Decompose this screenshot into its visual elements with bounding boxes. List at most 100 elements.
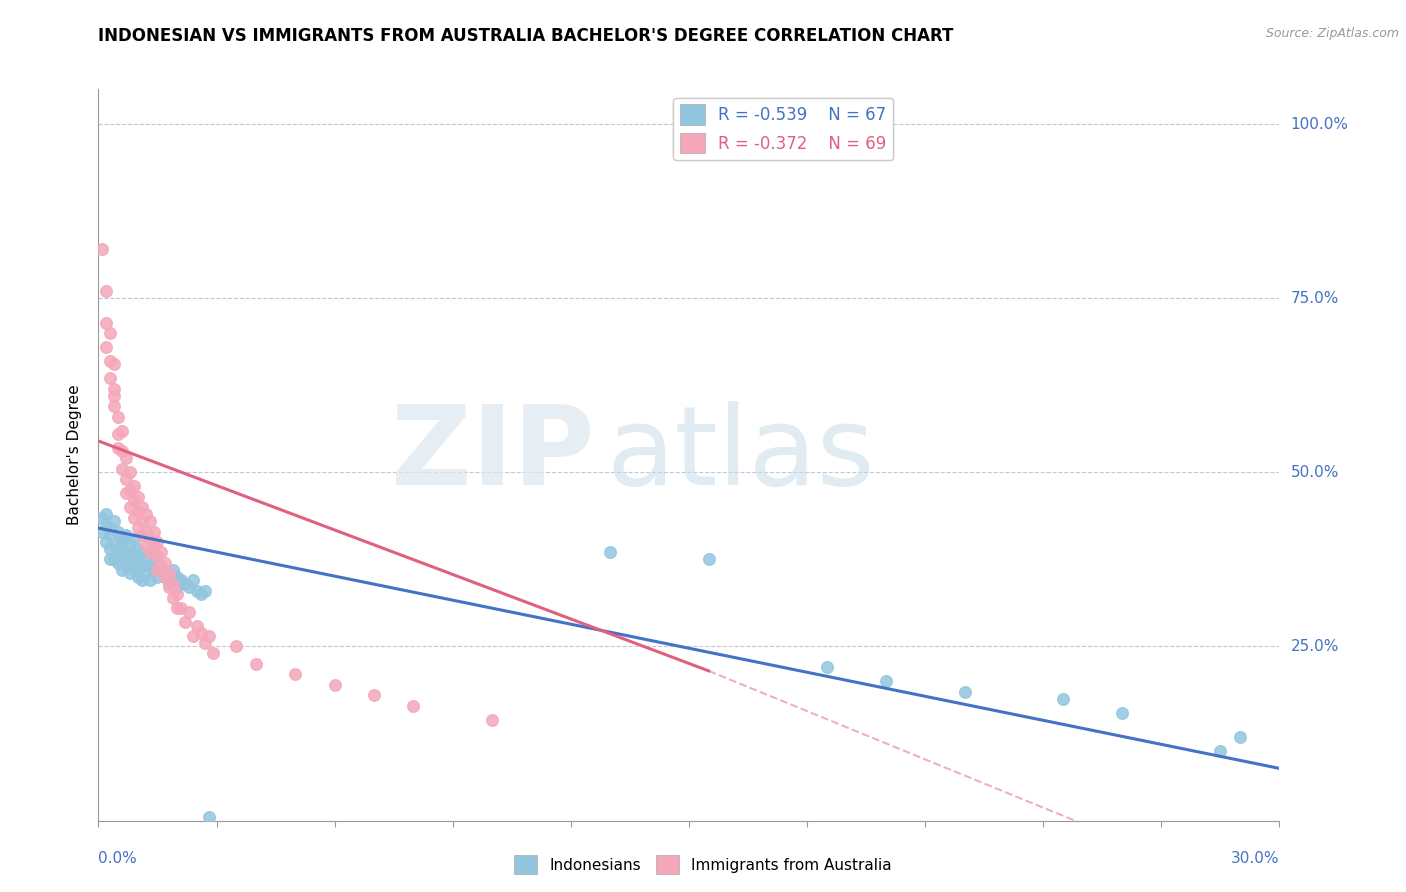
Point <box>103 382 125 396</box>
Point <box>98 326 121 340</box>
Point <box>157 580 180 594</box>
Point <box>98 354 121 368</box>
Point <box>135 552 157 566</box>
Point <box>98 541 121 556</box>
Point <box>162 591 184 605</box>
Point <box>122 493 145 508</box>
Point <box>127 521 149 535</box>
Point <box>98 371 121 385</box>
Point <box>142 524 165 539</box>
Point <box>197 629 219 643</box>
Point <box>96 507 118 521</box>
Point <box>162 576 184 591</box>
Point <box>122 549 145 563</box>
Point <box>142 539 165 553</box>
Point <box>107 427 129 442</box>
Point <box>131 500 153 515</box>
Point <box>131 559 153 574</box>
Point <box>138 559 160 574</box>
Point <box>111 462 134 476</box>
Point <box>166 601 188 615</box>
Point <box>135 566 157 581</box>
Point <box>194 583 217 598</box>
Point <box>1209 744 1232 758</box>
Legend: R = -0.539    N = 67, R = -0.372    N = 69: R = -0.539 N = 67, R = -0.372 N = 69 <box>673 97 893 160</box>
Point <box>115 528 138 542</box>
Point <box>162 563 184 577</box>
Legend: Indonesians, Immigrants from Australia: Indonesians, Immigrants from Australia <box>508 849 898 880</box>
Point <box>599 545 621 559</box>
Point <box>91 510 114 524</box>
Point <box>98 528 121 542</box>
Point <box>150 559 173 574</box>
Point <box>142 563 165 577</box>
Point <box>697 552 720 566</box>
Point <box>131 545 153 559</box>
Point <box>146 549 169 563</box>
Point <box>194 636 217 650</box>
Point <box>115 486 138 500</box>
Point <box>96 284 118 298</box>
Point <box>166 580 188 594</box>
Point <box>115 472 138 486</box>
Y-axis label: Bachelor's Degree: Bachelor's Degree <box>67 384 83 525</box>
Point <box>118 539 141 553</box>
Point <box>127 556 149 570</box>
Point <box>127 490 149 504</box>
Text: ZIP: ZIP <box>391 401 595 508</box>
Point <box>91 243 114 257</box>
Point <box>181 574 204 588</box>
Point <box>98 552 121 566</box>
Point <box>162 574 184 588</box>
Text: 0.0%: 0.0% <box>98 851 138 866</box>
Point <box>118 566 141 581</box>
Point <box>122 479 145 493</box>
Point <box>177 605 200 619</box>
Point <box>155 556 177 570</box>
Point <box>107 441 129 455</box>
Point <box>107 409 129 424</box>
Point <box>118 483 141 497</box>
Point <box>197 810 219 824</box>
Point <box>481 713 503 727</box>
Point <box>122 532 145 546</box>
Point <box>186 583 208 598</box>
Point <box>323 678 346 692</box>
Point <box>118 466 141 480</box>
Point <box>115 545 138 559</box>
Point <box>107 524 129 539</box>
Point <box>131 528 153 542</box>
Point <box>138 545 160 559</box>
Point <box>111 532 134 546</box>
Point <box>103 539 125 553</box>
Point <box>111 424 134 438</box>
Point <box>98 521 121 535</box>
Point <box>111 444 134 458</box>
Point <box>166 570 188 584</box>
Point <box>111 549 134 563</box>
Point <box>127 541 149 556</box>
Point <box>146 556 169 570</box>
Point <box>122 563 145 577</box>
Point <box>174 576 197 591</box>
Point <box>103 389 125 403</box>
Point <box>177 580 200 594</box>
Point <box>157 566 180 581</box>
Text: 100.0%: 100.0% <box>1291 117 1348 131</box>
Point <box>135 524 157 539</box>
Text: 50.0%: 50.0% <box>1291 465 1339 480</box>
Point <box>875 674 897 689</box>
Point <box>363 688 385 702</box>
Point <box>155 570 177 584</box>
Point <box>96 517 118 532</box>
Point <box>155 570 177 584</box>
Point <box>190 587 212 601</box>
Point <box>225 640 247 654</box>
Point <box>142 549 165 563</box>
Point <box>150 563 173 577</box>
Point <box>146 535 169 549</box>
Point <box>111 563 134 577</box>
Point <box>157 576 180 591</box>
Point <box>190 625 212 640</box>
Point <box>91 524 114 539</box>
